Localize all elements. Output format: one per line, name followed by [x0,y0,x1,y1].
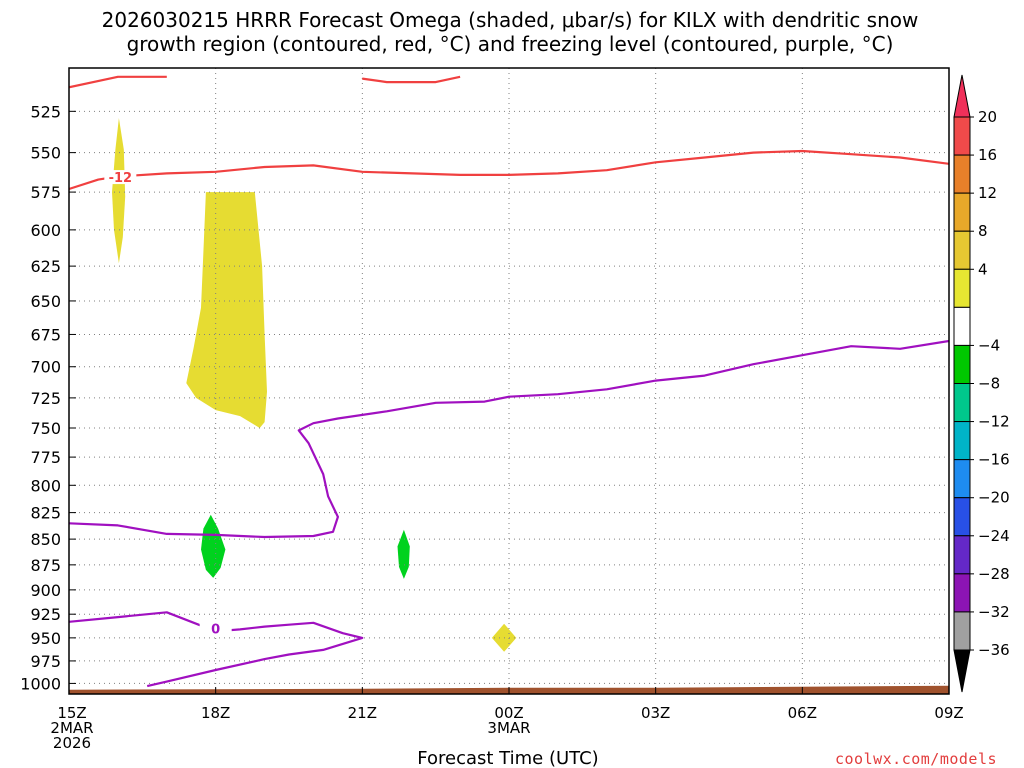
colorbar-label: −24 [978,527,1010,545]
y-tick-label: 575 [30,183,61,202]
contour-label: -12 [109,171,133,186]
plot-area: -12 0 525 550 575 600 625 650 675 700 725 750 775 800… [20,67,964,752]
colorbar-box [953,573,971,613]
colorbar-box [953,344,971,384]
y-tick-label: 800 [30,476,61,495]
x-tick-label: 06Z [788,704,817,722]
chart-title-line1: 2026030215 HRRR Forecast Omega (shaded, … [102,8,919,32]
colorbar-box [953,497,971,537]
credit-text: coolwx.com/models [835,750,997,768]
x-tick-label: 3MAR [487,719,530,737]
contour-label: 0 [211,622,220,637]
contour-label-bg [104,170,137,185]
x-axis-label: Forecast Time (UTC) [417,748,598,768]
y-tick-label: 675 [30,325,61,344]
colorbar-box [953,268,971,308]
colorbar-box [953,230,971,270]
colorbar-box [953,383,971,423]
y-tick-label: 650 [30,292,61,311]
y-tick-label: 750 [30,419,61,438]
y-tick-label: 875 [30,556,61,575]
colorbar-box [953,535,971,575]
omega-shaded-region [397,529,410,579]
chart-title-line2: growth region (contoured, red, °C) and f… [127,32,894,56]
colorbar-label: −20 [978,489,1010,507]
dgz-contour-line [69,149,949,191]
x-tick-label: 09Z [934,704,963,722]
y-tick-label: 925 [30,605,61,624]
colorbar-label: 8 [978,222,988,240]
colorbar-box [953,116,971,156]
colorbar-label: −28 [978,565,1010,583]
colorbar-label: 4 [978,260,988,278]
x-tick-label: 21Z [348,704,377,722]
x-tick-label: 2MAR [50,719,93,737]
x-tick-label: 18Z [201,704,230,722]
colorbar-box [953,611,971,651]
y-tick-label: 825 [30,504,61,523]
y-tick-label: 700 [30,358,61,377]
colorbar-label: −16 [978,451,1010,469]
dgz-contour-line [69,75,167,89]
colorbar-label: −32 [978,603,1010,621]
omega-shaded-region [186,192,267,428]
x-tick-label: 03Z [641,704,670,722]
colorbar-label: −12 [978,413,1010,431]
colorbar-label: −36 [978,641,1010,659]
colorbar-box [953,421,971,461]
colorbar-bottom-triangle [953,649,971,693]
y-tick-label: 625 [30,257,61,276]
y-tick-label: 975 [30,652,61,671]
colorbar-label: 12 [978,184,997,202]
y-tick-label: 775 [30,448,61,467]
plot-clipped-layer: -12 0 [69,68,949,694]
colorbar-label: −8 [978,375,1000,393]
contour-label-bg [199,621,232,636]
colorbar-label: −4 [978,336,1000,354]
colorbar-label: 16 [978,146,997,164]
colorbar-box [953,306,971,346]
colorbar-box [953,154,971,194]
y-tick-label: 900 [30,581,61,600]
y-tick-label: 550 [30,144,61,163]
colorbar-box [953,459,971,499]
y-tick-label: 850 [30,530,61,549]
omega-shaded-region [112,118,126,264]
omega-shaded-region [201,514,226,578]
dgz-contour-line [362,75,461,84]
y-tick-label: 600 [30,221,61,240]
y-tick-label: 950 [30,629,61,648]
freezing-level-contour-line [69,339,949,539]
colorbar: 20 16 12 8 4 −4 −8 −12 −16 −20 −24 −28 −32 −36 [953,74,1010,693]
y-tick-label: 1000 [20,674,61,693]
colorbar-top-triangle [953,74,971,118]
y-tick-label: 725 [30,389,61,408]
x-tick-label: 15Z [57,704,86,722]
y-tick-label: 525 [30,102,61,121]
freezing-level-contour-line [69,611,364,688]
x-tick-label: 2026 [53,734,91,752]
x-tick-label: 00Z [494,704,523,722]
colorbar-box [953,192,971,232]
colorbar-label: 20 [978,108,997,126]
